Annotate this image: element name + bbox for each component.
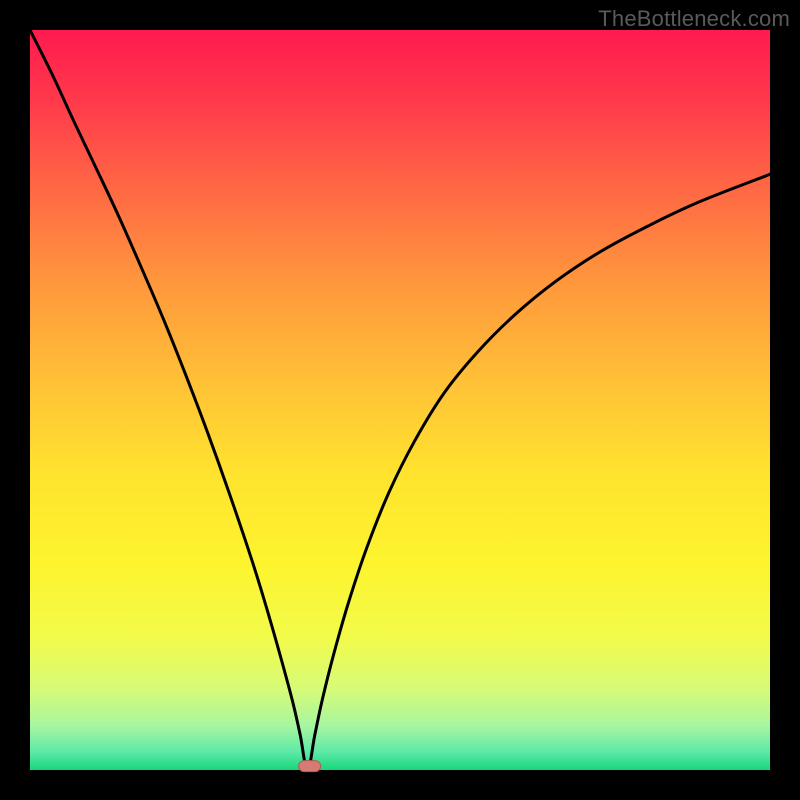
minimum-marker — [298, 760, 322, 772]
chart-container: TheBottleneck.com — [0, 0, 800, 800]
v-curve — [30, 30, 770, 770]
plot-area — [30, 30, 770, 770]
watermark-text: TheBottleneck.com — [598, 6, 790, 32]
curve-layer — [30, 30, 770, 770]
